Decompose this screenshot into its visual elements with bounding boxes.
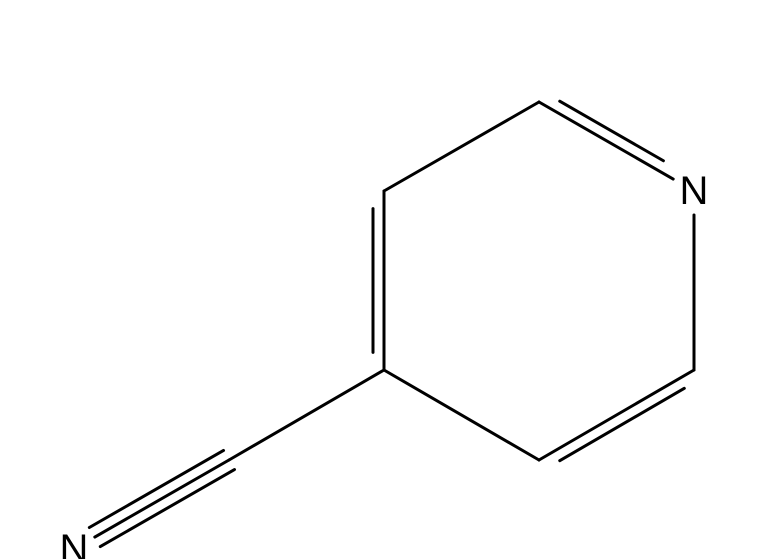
bond-line [539,102,673,179]
bond-line [229,370,384,460]
bond-line [560,388,685,460]
bond-line [539,370,694,460]
atom-label: N [680,169,709,213]
molecule-diagram: NN [0,0,765,559]
bond-line [384,370,539,460]
bond-line [95,460,229,537]
bond-line [560,101,664,161]
bond-line [384,102,539,191]
atom-label: N [60,527,89,559]
